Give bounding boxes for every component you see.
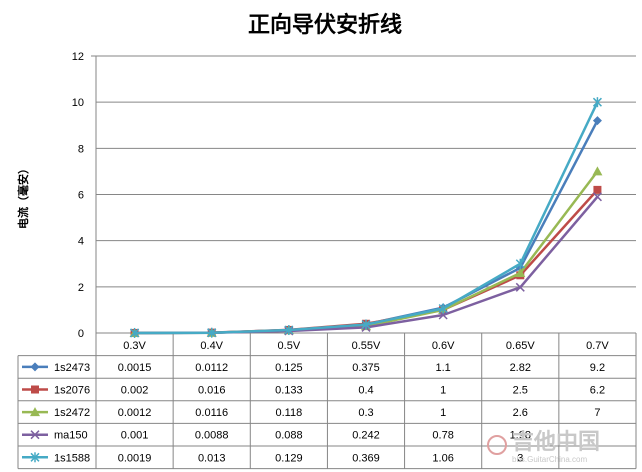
series-marker — [515, 267, 526, 277]
series-marker — [31, 385, 39, 394]
table-cell-value: 0.118 — [275, 407, 302, 419]
x-category-label: 0.7V — [586, 340, 609, 352]
series-marker — [361, 319, 371, 330]
table-cell-value: 0.002 — [121, 385, 149, 397]
table-cell-value: 0.0015 — [118, 362, 152, 374]
table-cell-value: 0.133 — [275, 385, 303, 397]
table-cell-value: 0.78 — [432, 430, 453, 442]
y-tick-label: 8 — [78, 143, 84, 155]
series-1s2473 — [130, 116, 602, 338]
watermark-logo-icon — [487, 435, 507, 455]
table-cell-value: 0.4 — [358, 385, 373, 397]
series-marker — [30, 407, 40, 417]
table-cell-value: 0.013 — [198, 452, 226, 464]
table-cell-value: 0.088 — [275, 430, 303, 442]
table-cell-value: 0.125 — [275, 362, 303, 374]
legend-series-name: 1s1588 — [54, 452, 90, 464]
table-cell-value: 0.375 — [352, 362, 380, 374]
table-cell-value: 0.0116 — [195, 407, 228, 419]
table-cell-value: 0.0019 — [118, 452, 152, 464]
table-cell-value: 6.2 — [590, 385, 605, 397]
table-cell-value: 1 — [440, 385, 446, 397]
table-cell-value: 2.6 — [513, 407, 528, 419]
series-line — [134, 120, 599, 335]
legend-key — [22, 362, 48, 372]
gridlines — [91, 55, 636, 333]
marker-stroke — [30, 430, 40, 440]
table-cell-value: 0.242 — [352, 430, 380, 442]
x-category-label: 0.3V — [123, 340, 146, 352]
table-cell-value: 9.2 — [590, 362, 605, 374]
watermark: 吉他中国 bbs.GuitarChina.com — [487, 429, 600, 464]
series-marker — [515, 282, 525, 292]
table-cell-value: 0.3 — [358, 407, 373, 419]
series-marker — [592, 192, 602, 202]
series-marker — [438, 303, 448, 314]
y-tick-label: 2 — [78, 282, 84, 294]
legend-series-name: 1s2472 — [54, 407, 90, 419]
series-marker — [30, 362, 40, 372]
table-cell-value: 3 — [517, 452, 523, 464]
y-tick-label: 12 — [72, 51, 84, 63]
y-axis-ticks: 0 2 4 6 8 10 12 — [72, 51, 84, 340]
series-line — [134, 101, 599, 335]
table-cell-value: 1.06 — [432, 452, 453, 464]
data-table: 0.3V 0.4V 0.5V 0.55V 0.6V 0.65V 0.7V 1s2473 0.00… — [17, 332, 637, 470]
legend-key — [22, 452, 48, 463]
legend-series-name: 1s2076 — [54, 385, 90, 397]
marker-stroke — [438, 310, 448, 320]
y-axis-label: 电流（毫安） — [16, 163, 30, 229]
table-cell-value: 2.5 — [513, 385, 528, 397]
legend-key — [22, 430, 48, 440]
legend-series-name: 1s2473 — [54, 362, 90, 374]
series-marker — [130, 327, 140, 338]
x-category-label: 0.55V — [352, 340, 381, 352]
series-marker — [207, 327, 217, 338]
chart-title: 正向导伏安折线 — [248, 12, 402, 38]
series-marker — [284, 325, 294, 336]
table-cell-value: 2.82 — [510, 362, 531, 374]
series-1s1588 — [130, 97, 602, 338]
x-category-label: 0.4V — [200, 340, 223, 352]
legend-key — [22, 385, 48, 394]
series-marker — [593, 185, 602, 194]
series-marker — [592, 116, 602, 126]
watermark-text: 吉他中国 — [512, 429, 600, 454]
legend-key — [22, 407, 48, 417]
table-cell-value: 0.016 — [198, 385, 226, 397]
series-marker — [30, 430, 40, 440]
table-cell-value: 1 — [440, 407, 446, 419]
series-1s2472 — [129, 166, 603, 337]
table-cell-value: 0.0112 — [195, 362, 228, 374]
x-category-label: 0.65V — [506, 340, 535, 352]
table-cell-value: 1.1 — [435, 362, 450, 374]
y-tick-label: 10 — [72, 97, 84, 109]
marker-stroke — [515, 282, 525, 292]
marker-stroke — [592, 192, 602, 202]
series-1s2076 — [130, 185, 602, 337]
series-marker — [592, 97, 602, 108]
table-cell-value: 0.0012 — [118, 407, 152, 419]
series-marker — [30, 452, 40, 463]
table-cell-value: 0.0088 — [195, 430, 229, 442]
series-marker — [592, 166, 603, 176]
series-marker — [515, 258, 525, 269]
x-category-label: 0.5V — [278, 340, 301, 352]
table-cell-value: 7 — [594, 407, 600, 419]
table-cell-value: 0.001 — [121, 430, 149, 442]
y-tick-label: 4 — [78, 236, 84, 248]
series-marker — [438, 310, 448, 320]
table-cell-value: 0.129 — [275, 452, 303, 464]
y-tick-label: 0 — [78, 328, 84, 340]
series-lines — [129, 97, 603, 338]
table-cell-value: 1.98 — [510, 430, 531, 442]
legend-series-name: ma150 — [54, 430, 88, 442]
watermark-url: bbs.GuitarChina.com — [512, 455, 587, 464]
y-tick-label: 6 — [78, 190, 84, 202]
table-cell-value: 0.369 — [352, 452, 380, 464]
x-category-label: 0.6V — [432, 340, 455, 352]
